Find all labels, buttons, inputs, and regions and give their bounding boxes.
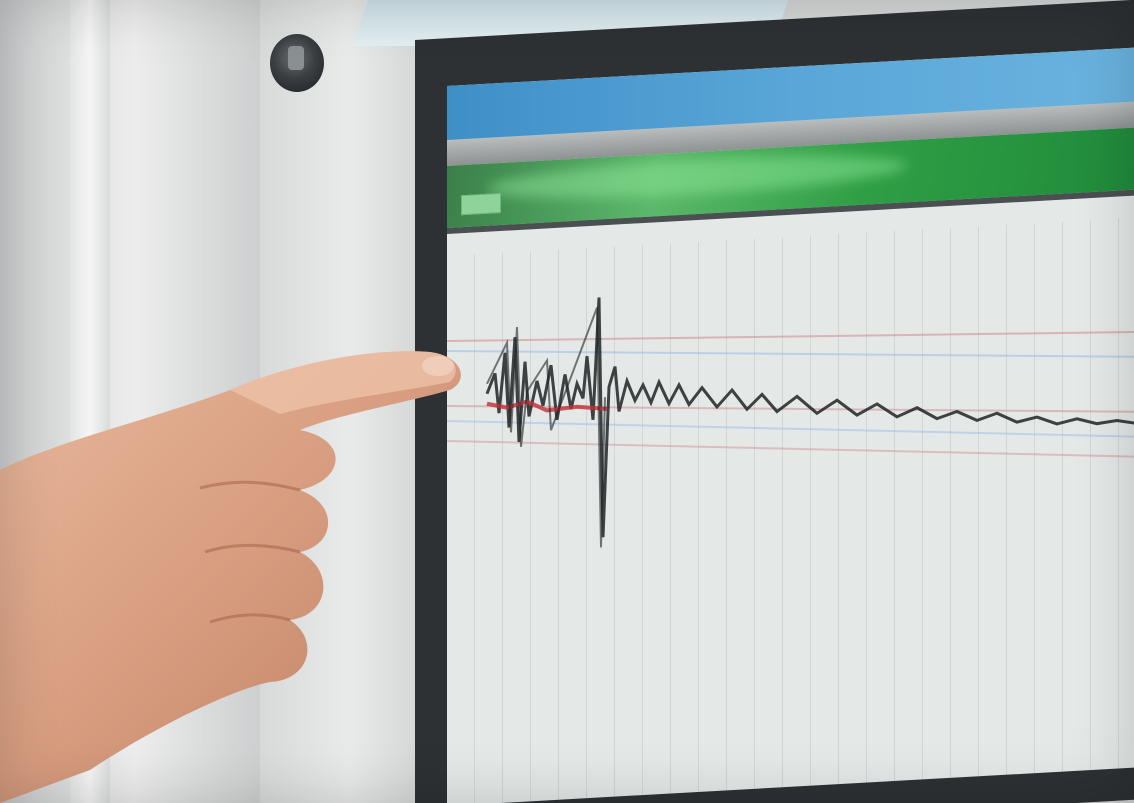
monitor-screen bbox=[447, 46, 1134, 803]
banner-button[interactable] bbox=[461, 192, 501, 216]
mount-bolt-icon bbox=[270, 34, 324, 92]
pointing-hand bbox=[0, 351, 461, 803]
seismogram-trace bbox=[447, 297, 1134, 548]
